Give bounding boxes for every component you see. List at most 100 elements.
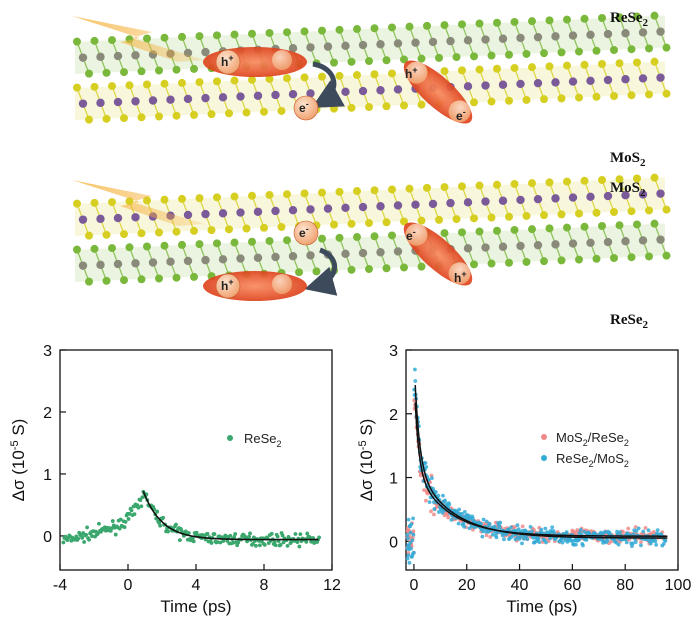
chalcogen-atom — [487, 97, 496, 106]
data-point — [490, 532, 495, 537]
data-point — [520, 524, 525, 529]
chalcogen-atom — [615, 175, 624, 184]
chalcogen-atom — [347, 265, 356, 274]
chalcogen-atom — [143, 80, 151, 89]
metal-atom — [341, 87, 350, 97]
chalcogen-atom — [108, 198, 116, 207]
metal-atom — [96, 98, 105, 108]
chalcogen-atom — [195, 240, 204, 249]
data-point — [405, 536, 410, 541]
chalcogen-atom — [125, 81, 134, 90]
hole-sup: + — [228, 53, 233, 63]
chalcogen-atom — [382, 102, 391, 111]
layer-label-rese2-top: ReSe2 — [610, 10, 649, 29]
data-point — [411, 516, 415, 521]
chalcogen-atom — [610, 46, 618, 55]
chalcogen-atom — [370, 186, 379, 195]
chalcogen-atom — [633, 174, 641, 183]
chalcogen-atom — [295, 268, 303, 277]
data-point — [244, 535, 248, 540]
chalcogen-atom — [242, 224, 251, 233]
chalcogen-atom — [382, 264, 391, 273]
data-point — [205, 531, 210, 536]
data-point — [607, 530, 612, 535]
metal-atom — [393, 247, 403, 256]
metal-atom — [131, 51, 140, 60]
chalcogen-atom — [470, 214, 478, 223]
data-point — [90, 534, 94, 538]
data-point — [254, 543, 258, 548]
data-point — [140, 495, 145, 500]
chalcogen-atom — [510, 179, 519, 188]
chalcogen-atom — [230, 238, 239, 247]
metal-atom — [358, 202, 368, 212]
x-tick-label: 60 — [563, 577, 581, 594]
metal-atom — [516, 33, 525, 43]
data-point — [61, 540, 66, 545]
chalcogen-atom — [528, 179, 536, 188]
data-point — [190, 536, 195, 541]
chalcogen-atom — [120, 114, 128, 123]
data-point — [641, 529, 646, 534]
chalcogen-atom — [610, 208, 618, 217]
data-point — [544, 540, 548, 545]
y-tick-label: 2 — [43, 405, 52, 422]
data-point — [406, 543, 411, 548]
data-point — [87, 537, 91, 542]
data-point — [409, 546, 413, 551]
metal-atom — [201, 255, 210, 265]
metal-atom — [148, 96, 158, 105]
data-point — [633, 525, 638, 529]
data-point — [515, 523, 520, 528]
chalcogen-atom — [470, 98, 478, 107]
chalcogen-atom — [388, 23, 396, 32]
data-point — [305, 531, 310, 536]
chalcogen-atom — [120, 276, 128, 285]
x-tick-label: -4 — [53, 577, 67, 594]
chalcogen-atom — [598, 176, 606, 185]
chalcogen-atom — [347, 103, 356, 112]
chalcogen-atom — [90, 244, 99, 253]
chalcogen-atom — [242, 108, 251, 117]
metal-atom — [201, 47, 210, 57]
data-point — [166, 529, 170, 534]
chalcogen-atom — [400, 55, 408, 64]
data-point — [209, 541, 214, 545]
data-point — [405, 556, 410, 561]
chalcogen-atom — [505, 212, 513, 221]
chalcogen-atom — [475, 227, 484, 236]
chalcogen-atom — [73, 245, 81, 254]
chalcogen-atom — [580, 222, 589, 231]
metal-atom — [236, 208, 245, 217]
data-point — [138, 498, 143, 503]
chalcogen-atom — [248, 191, 256, 200]
chalcogen-atom — [260, 223, 268, 232]
metal-atom — [551, 194, 560, 203]
data-point — [582, 530, 587, 534]
chalcogen-atom — [435, 215, 443, 224]
chalcogen-atom — [155, 112, 163, 121]
chalcogen-atom — [155, 66, 163, 75]
chalcogen-atom — [645, 44, 653, 53]
electron-sup: - — [306, 99, 309, 109]
metal-atom — [113, 51, 123, 61]
metal-atom — [516, 79, 525, 89]
chalcogen-atom — [365, 103, 373, 112]
plot-frame — [405, 349, 679, 571]
metal-atom — [341, 203, 350, 213]
chalcogen-atom — [580, 60, 589, 69]
metal-atom — [498, 80, 508, 89]
data-point — [654, 542, 659, 547]
y-tick-label: 2 — [389, 407, 398, 424]
metal-atom — [201, 209, 210, 219]
data-points — [61, 489, 322, 549]
chalcogen-atom — [493, 180, 501, 189]
schematic-top: h+ e- h+ e- ReSe2 MoS2 — [72, 10, 671, 169]
chalcogen-atom — [347, 57, 356, 66]
data-point — [630, 541, 635, 546]
chalcogen-atom — [190, 226, 198, 235]
data-point — [529, 529, 534, 534]
chalcogen-atom — [645, 252, 653, 261]
data-point — [411, 532, 416, 537]
